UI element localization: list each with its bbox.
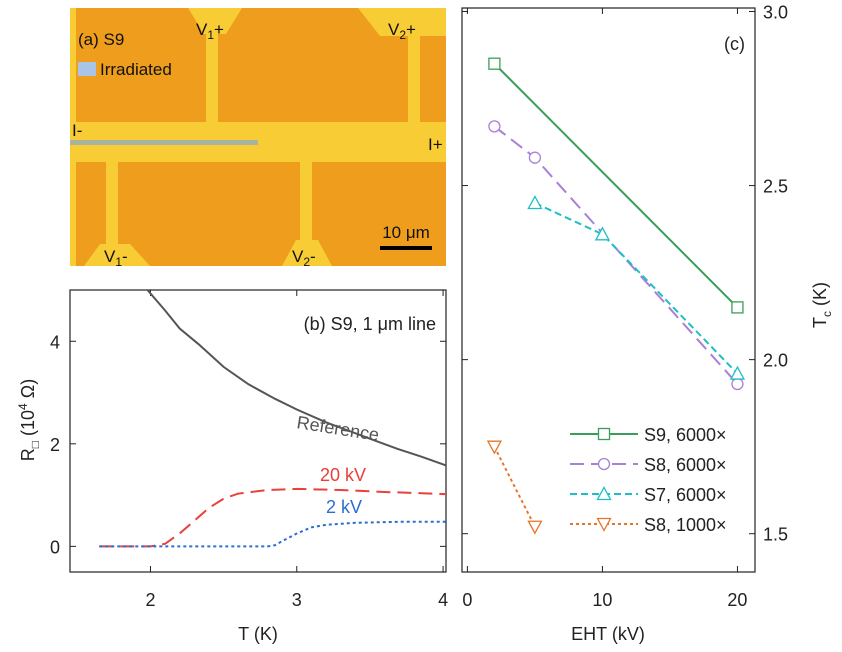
panel-label: (a) S9 [78,30,124,49]
series-label: 20 kV [320,465,366,485]
marker [731,377,744,391]
series-line [534,202,739,375]
legend-label: S7, 6000× [644,485,727,505]
series-line [99,487,446,548]
y-axis-label: Tc (K) [810,282,834,328]
marker [594,226,611,241]
legend-label: S8, 1000× [644,515,727,535]
marker [488,120,501,133]
plot-frame [69,289,447,573]
x-tick-label: 2 [145,590,155,610]
x-axis-label: T (K) [238,624,278,644]
series-label: Reference [295,412,380,445]
legend-marker [597,457,611,471]
series-line [493,446,536,528]
terminal-label: I- [72,121,82,140]
micrograph: (a) S9 Irradiated V1+ V2+ I- I+ V1- V2- … [70,8,446,269]
x-axis-label: EHT (kV) [571,624,645,644]
y-tick-label: 0 [50,537,60,557]
marker [527,195,543,210]
legend-label: Irradiated [100,60,172,79]
marker [527,520,543,535]
legend-label: S9, 6000× [644,425,727,445]
irradiated-line [70,140,258,145]
marker [731,301,744,314]
x-tick-label: 10 [592,590,612,610]
terminal-label: V1+ [196,20,224,42]
y-tick-label: 2 [50,435,60,455]
legend-swatch [78,62,96,76]
x-tick-label: 3 [292,590,302,610]
marker [486,440,502,455]
terminal-label: V2- [292,247,316,269]
plot-frame [461,7,756,573]
marker [729,365,746,380]
series-line [493,62,739,309]
x-tick-label: 20 [727,590,747,610]
panel-label: (b) S9, 1 μm line [304,314,436,334]
legend-marker [597,427,611,441]
series-line [99,520,446,548]
y-axis-label: R□ (104 Ω) [16,379,42,461]
panel-label: (c) [724,34,745,54]
series-line [146,290,446,467]
y-tick-label: 4 [50,332,60,352]
series-line [493,125,739,385]
scale-bar-label: 10 μm [382,223,430,242]
y-tick-label: 2.5 [763,177,788,197]
marker [488,57,501,70]
series-label: 2 kV [326,497,362,517]
terminal-label: I+ [428,135,443,154]
x-tick-label: 4 [438,590,448,610]
terminal-label: V1- [104,247,128,269]
terminal-label: V2+ [388,20,416,42]
y-tick-label: 2.0 [763,351,788,371]
x-tick-label: 0 [462,590,472,610]
legend-marker [596,517,612,532]
plot-area [99,290,446,548]
marker [528,151,542,164]
y-tick-label: 1.5 [763,525,788,545]
legend-marker [596,486,612,501]
y-tick-label: 3.0 [763,2,788,22]
plot-area [486,57,746,535]
legend-label: S8, 6000× [644,455,727,475]
